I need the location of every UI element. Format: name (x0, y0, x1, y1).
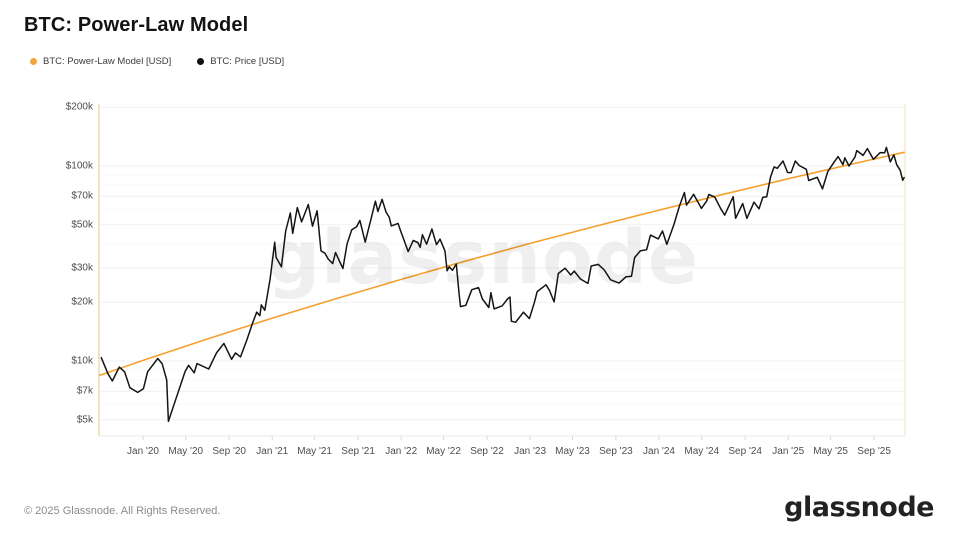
x-axis-label: May '20 (168, 446, 204, 457)
x-axis-label: Jan '22 (385, 446, 418, 457)
y-axis-label: $30k (71, 262, 93, 274)
y-axis-label: $50k (71, 219, 93, 231)
x-axis-label: Jan '24 (643, 446, 675, 457)
legend-item-price[interactable]: BTC: Price [USD] (197, 56, 284, 67)
x-axis-label: Sep '23 (599, 446, 633, 457)
chart-legend: BTC: Power-Law Model [USD] BTC: Price [U… (30, 56, 284, 67)
x-axis-label: Sep '24 (728, 446, 762, 457)
x-axis-label: May '25 (813, 446, 848, 457)
y-axis-label: $5k (76, 414, 93, 426)
x-axis-label: May '24 (684, 446, 720, 457)
y-axis-label: $100k (65, 160, 93, 172)
x-axis-label: Sep '20 (212, 446, 246, 457)
legend-label: BTC: Power-Law Model [USD] (43, 56, 172, 67)
legend-dot-black-icon (197, 58, 205, 65)
x-axis-label: May '23 (555, 446, 590, 457)
x-axis-label: Jan '25 (772, 446, 805, 457)
legend-dot-orange-icon (30, 58, 37, 65)
y-axis-label: $20k (71, 296, 93, 308)
price-line (100, 146, 905, 423)
legend-item-power-law-model[interactable]: BTC: Power-Law Model [USD] (30, 56, 171, 67)
x-axis-label: Jan '21 (256, 446, 289, 457)
x-axis-label: Sep '22 (470, 446, 504, 457)
y-axis-label: $70k (71, 190, 93, 202)
x-axis-label: Jan '20 (127, 446, 159, 457)
x-axis-label: Sep '25 (857, 446, 891, 457)
x-axis-label: Sep '21 (341, 446, 375, 457)
x-axis-label: Jan '23 (514, 446, 547, 457)
x-axis-label: May '21 (297, 446, 332, 457)
footer-copyright: © 2025 Glassnode. All Rights Reserved. (24, 505, 221, 517)
legend-label: BTC: Price [USD] (210, 56, 285, 67)
page-title: BTC: Power-Law Model (24, 14, 249, 36)
y-axis-label: $200k (65, 101, 93, 113)
y-axis-label: $7k (76, 385, 93, 397)
y-axis-label: $10k (71, 355, 93, 367)
glassnode-logo: glassnode (784, 492, 934, 523)
power-law-model-line (99, 151, 905, 377)
x-axis-label: May '22 (426, 446, 461, 457)
